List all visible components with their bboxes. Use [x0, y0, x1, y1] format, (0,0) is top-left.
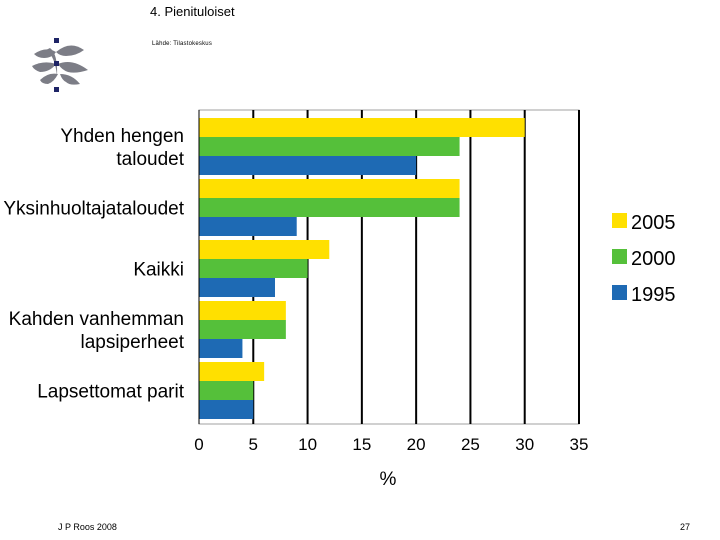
bar-2000	[199, 137, 460, 156]
legend-swatch-1995	[612, 285, 627, 300]
legend-label: 2005	[631, 212, 676, 234]
source-note: Lähde: Tilastokeskus	[152, 41, 213, 47]
x-tick-label: 0	[194, 435, 203, 454]
x-tick-label: 25	[461, 435, 480, 454]
bar-1995	[199, 339, 243, 358]
category-label: Yksinhuoltajataloudet	[3, 199, 184, 220]
bar-2000	[199, 320, 286, 339]
bar-2005	[199, 179, 460, 198]
x-tick-label: 20	[407, 435, 426, 454]
legend-swatch-2005	[612, 213, 627, 228]
bar-1995	[199, 156, 417, 175]
slide-title: 4. Pienituloiset	[150, 4, 235, 19]
bar-1995	[199, 278, 275, 297]
x-tick-label: 35	[570, 435, 589, 454]
category-label: Yhden hengen	[60, 126, 184, 147]
university-flame-logo-icon	[32, 38, 88, 92]
category-label: Lapsettomat parit	[37, 382, 185, 403]
bar-1995	[199, 400, 254, 419]
x-tick-label: 5	[249, 435, 258, 454]
legend-label: 2000	[631, 248, 676, 270]
bar-2005	[199, 301, 286, 320]
category-label: Kaikki	[133, 260, 184, 281]
x-axis-title: %	[380, 469, 397, 490]
x-tick-label: 30	[515, 435, 534, 454]
category-label: lapsiperheet	[80, 332, 184, 353]
footer-author: J P Roos 2008	[58, 522, 117, 532]
category-label: Kahden vanhemman	[9, 309, 184, 330]
bar-2000	[199, 381, 254, 400]
legend-swatch-2000	[612, 249, 627, 264]
bar-2000	[199, 198, 460, 217]
x-tick-label: 15	[352, 435, 371, 454]
bar-2005	[199, 240, 330, 259]
bar-2000	[199, 259, 308, 278]
bar-2005	[199, 118, 525, 137]
x-tick-label: 10	[298, 435, 317, 454]
bar-1995	[199, 217, 297, 236]
legend-label: 1995	[631, 284, 676, 306]
page-number: 27	[680, 522, 691, 532]
category-label: taloudet	[116, 149, 184, 170]
bar-2005	[199, 362, 265, 381]
